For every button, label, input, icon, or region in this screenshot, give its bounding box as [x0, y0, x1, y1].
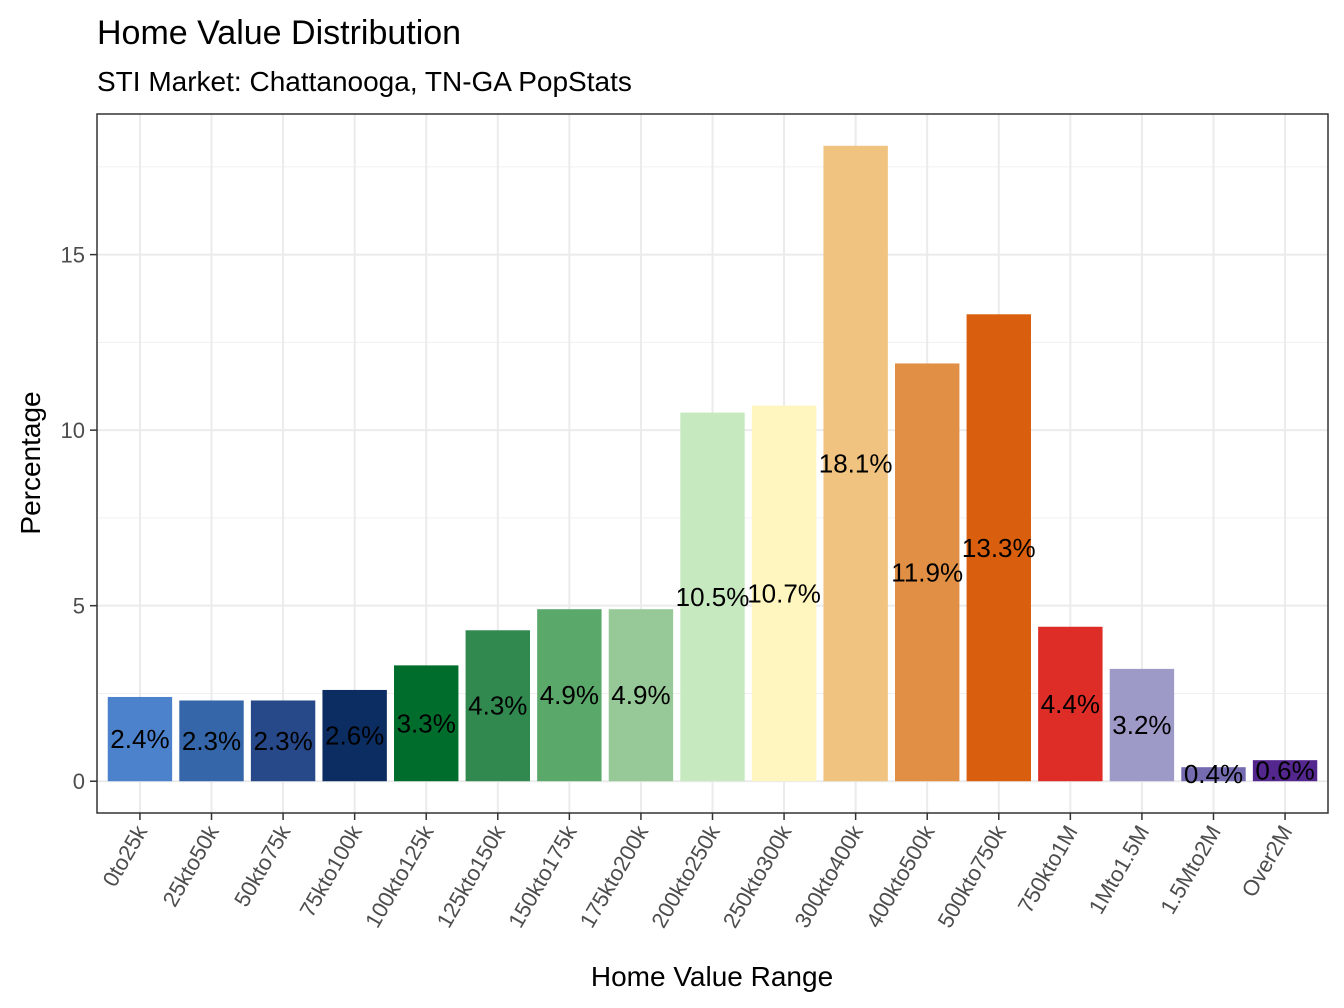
data-label: 0.6% — [1255, 756, 1314, 786]
y-axis-label: Percentage — [15, 391, 46, 534]
data-label: 13.3% — [962, 533, 1036, 563]
bar-1.5Mto2M — [1181, 767, 1246, 782]
data-label: 10.7% — [747, 578, 821, 608]
data-label: 2.6% — [325, 721, 384, 751]
x-tick-label: 25kto50k — [158, 820, 225, 911]
data-label: 11.9% — [891, 557, 963, 587]
data-label: 3.2% — [1112, 710, 1171, 740]
bar-300kto400k — [823, 145, 888, 782]
bar-150kto175k — [537, 609, 602, 782]
x-tick-label: 1.5Mto2M — [1155, 821, 1226, 918]
x-tick-label: 400kto500k — [861, 820, 940, 932]
bar-100kto125k — [394, 665, 459, 782]
bar-50kto75k — [250, 700, 316, 782]
x-axis: 0to25k 25kto50k 50kto75k 75kto100k100kto125… — [98, 813, 1298, 932]
bar-200kto250k — [680, 412, 745, 782]
x-tick-label: 200kto250k — [646, 820, 725, 932]
bar-125kto150k — [465, 630, 530, 782]
data-label: 10.5% — [676, 582, 750, 612]
data-label: 4.9% — [611, 680, 670, 710]
x-tick-label: 1Mto1.5M — [1084, 821, 1155, 918]
x-tick-label: 175kto200k — [575, 820, 654, 932]
x-tick-label: 750kto1M — [1013, 821, 1083, 917]
x-axis-label: Home Value Range — [591, 961, 833, 992]
bar-0to25k — [107, 696, 173, 782]
bar-75kto100k — [322, 689, 387, 782]
x-tick-label: 75kto100k — [295, 820, 368, 921]
x-tick-label: 50kto75k — [229, 820, 296, 911]
data-label: 2.4% — [110, 724, 169, 754]
y-tick-label: 0 — [73, 769, 85, 794]
bar-1Mto1.5M — [1109, 668, 1175, 782]
data-label: 4.4% — [1041, 689, 1100, 719]
bar-500kto750k — [966, 314, 1031, 782]
bar-250kto300k — [751, 405, 817, 782]
bar-175kto200k — [608, 609, 674, 782]
bar-750kto1M — [1038, 626, 1103, 782]
bar-Over2M — [1252, 760, 1318, 782]
data-label: 18.1% — [819, 449, 893, 479]
chart-subtitle: STI Market: Chattanooga, TN-GA PopStats — [97, 66, 632, 97]
bar-400kto500k — [895, 363, 960, 782]
data-label: 3.3% — [397, 708, 456, 738]
y-axis: 0 5 10 15 — [61, 243, 97, 794]
data-label: 0.4% — [1184, 759, 1243, 789]
x-tick-label: 0to25k — [98, 820, 153, 891]
data-labels: 2.4% 2.3% 2.3% 2.6% 3.3% 4.3% 4.9% 4.9% 10.5%10.… — [110, 449, 1314, 790]
x-tick-label: 150kto175k — [503, 820, 582, 932]
bars — [107, 145, 1318, 782]
x-tick-label: 250kto300k — [718, 820, 797, 932]
x-tick-label: 100kto125k — [360, 820, 439, 932]
bar-25kto50k — [179, 700, 244, 782]
data-label: 4.9% — [540, 680, 599, 710]
x-tick-label: 300kto400k — [789, 820, 868, 932]
x-tick-label: Over2M — [1237, 821, 1298, 901]
y-tick-label: 5 — [73, 594, 85, 619]
y-tick-label: 10 — [61, 418, 85, 443]
chart-title: Home Value Distribution — [97, 14, 461, 52]
data-label: 4.3% — [468, 691, 527, 721]
data-label: 2.3% — [253, 726, 312, 756]
x-tick-label: 500kto750k — [933, 820, 1012, 932]
y-tick-label: 15 — [61, 243, 85, 268]
data-label: 2.3% — [182, 726, 241, 756]
x-tick-label: 125kto150k — [432, 820, 511, 932]
